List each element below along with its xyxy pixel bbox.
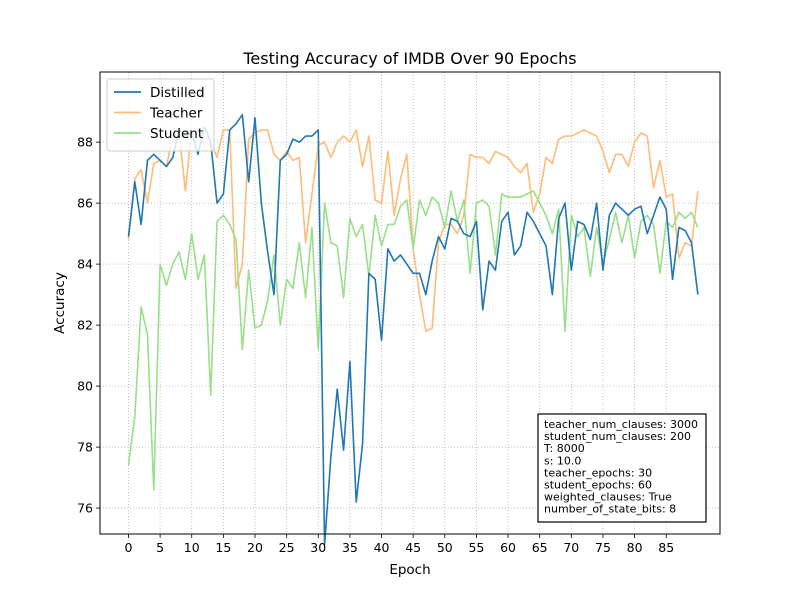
annotation-line: teacher_epochs: 30 xyxy=(544,466,652,479)
series-layer xyxy=(127,113,699,546)
legend-label: Distilled xyxy=(150,85,205,101)
annotation-line: student_num_clauses: 200 xyxy=(544,430,691,443)
ticks: 0 5 10 15 20 25 30 35 40 45 50 55 60 65 70 75 80 85 76 78 80… xyxy=(77,135,674,555)
annotation-box: teacher_num_clauses: 3000student_num_cla… xyxy=(537,413,707,523)
x-tick-label: 50 xyxy=(437,540,453,555)
annotation-line: number_of_state_bits: 8 xyxy=(544,503,676,516)
x-tick-label: 70 xyxy=(563,540,579,555)
y-tick-label: 76 xyxy=(77,501,93,516)
axes-frame xyxy=(99,71,721,535)
x-tick-label: 75 xyxy=(595,540,611,555)
x-tick-label: 25 xyxy=(279,540,295,555)
y-axis-label: Accuracy xyxy=(52,272,68,334)
x-tick-label: 20 xyxy=(247,540,263,555)
x-tick-label: 10 xyxy=(184,540,200,555)
x-axis-label: Epoch xyxy=(389,562,430,578)
annotation-line: s: 10.0 xyxy=(544,454,581,467)
legend-label: Teacher xyxy=(149,106,203,122)
series-line-distilled xyxy=(127,113,699,546)
x-tick-label: 45 xyxy=(405,540,421,555)
chart-title: Testing Accuracy of IMDB Over 90 Epochs xyxy=(242,49,576,68)
legend: Distilled Teacher Student xyxy=(106,78,215,152)
y-tick-label: 80 xyxy=(77,379,93,394)
x-tick-label: 65 xyxy=(532,540,548,555)
x-tick-label: 80 xyxy=(627,540,643,555)
annotation-line: weighted_clauses: True xyxy=(544,491,672,504)
y-tick-label: 88 xyxy=(77,135,93,150)
annotation-line: teacher_num_clauses: 3000 xyxy=(544,418,698,431)
x-tick-label: 0 xyxy=(124,540,132,555)
x-tick-label: 40 xyxy=(374,540,390,555)
annotation-line: T: 8000 xyxy=(543,442,585,455)
y-tick-label: 86 xyxy=(77,196,93,211)
x-tick-label: 85 xyxy=(658,540,674,555)
x-tick-label: 60 xyxy=(500,540,516,555)
annotation-frame xyxy=(537,413,707,523)
x-tick-label: 15 xyxy=(215,540,231,555)
y-tick-label: 78 xyxy=(77,440,93,455)
annotation-line: student_epochs: 60 xyxy=(544,479,652,492)
y-tick-label: 84 xyxy=(77,257,93,272)
y-tick-label: 82 xyxy=(77,318,93,333)
x-tick-label: 30 xyxy=(310,540,326,555)
x-tick-label: 5 xyxy=(156,540,164,555)
legend-label: Student xyxy=(150,126,203,142)
x-tick-label: 55 xyxy=(468,540,484,555)
x-tick-label: 35 xyxy=(342,540,358,555)
